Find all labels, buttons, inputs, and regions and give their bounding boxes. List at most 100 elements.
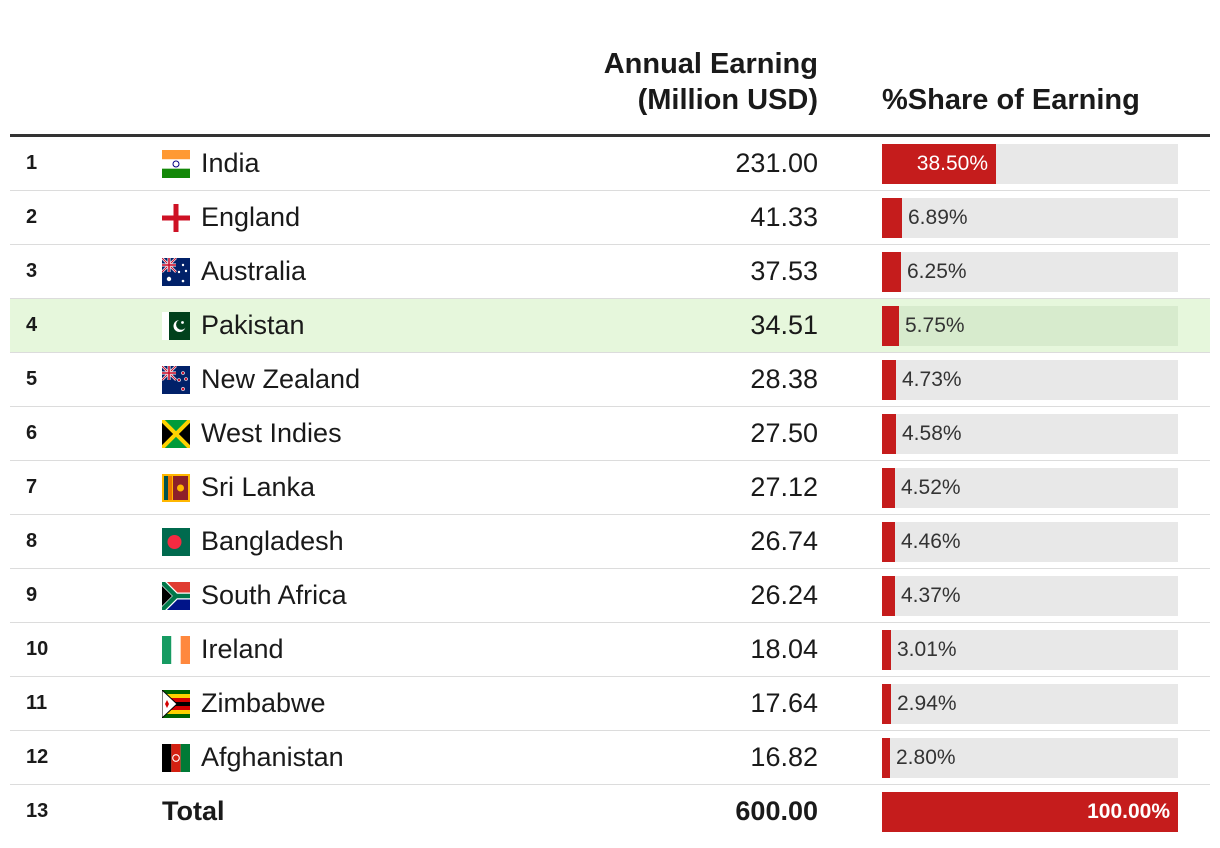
afghanistan-flag-icon: [162, 744, 190, 772]
annual-earning-value: 27.50: [750, 418, 818, 448]
west-indies-flag-icon: [162, 420, 190, 448]
annual-earning-value: 231.00: [735, 148, 818, 178]
annual-earning-value: 17.64: [750, 688, 818, 718]
share-bar: [882, 522, 895, 562]
annual-earning-value: 28.38: [750, 364, 818, 394]
annual-earning-value: 27.12: [750, 472, 818, 502]
table-row: 4 Pakistan 34.51 5.75%: [10, 299, 1210, 353]
share-bar-track: 4.73%: [882, 360, 1178, 400]
total-earning-value: 600.00: [735, 796, 818, 826]
share-label: 4.52%: [901, 476, 961, 499]
table-row: 8 Bangladesh 26.74 4.46%: [10, 515, 1210, 569]
table-row: 10 Ireland 18.04 3.01%: [10, 623, 1210, 677]
annual-earning-value: 18.04: [750, 634, 818, 664]
share-bar: [882, 738, 890, 778]
table-body: 1 India 231.00 38.50% 2 England 41.33 6.89% 3 Aus…: [10, 137, 1210, 838]
share-label: 4.73%: [902, 368, 962, 391]
country-name: India: [201, 148, 260, 178]
table-row: 11 Zimbabwe 17.64 2.94%: [10, 677, 1210, 731]
country-name: South Africa: [201, 580, 347, 610]
rank-cell: 8: [26, 530, 38, 552]
share-bar: [882, 684, 891, 724]
bangladesh-flag-icon: [162, 528, 190, 556]
share-bar: [882, 198, 902, 238]
share-bar-track: 2.94%: [882, 684, 1178, 724]
header-share-of-earning: %Share of Earning: [882, 84, 1140, 116]
total-share-bar: 100.00%: [882, 792, 1178, 832]
share-label: 4.46%: [901, 530, 961, 553]
rank-cell: 5: [26, 368, 38, 390]
header-divider: [10, 134, 1210, 137]
share-bar-track: 2.80%: [882, 738, 1178, 778]
share-bar-track: 4.52%: [882, 468, 1178, 508]
share-label: 2.94%: [897, 692, 957, 715]
share-label: 38.50%: [916, 152, 988, 175]
country-name: New Zealand: [201, 364, 361, 394]
share-bar-track: 4.37%: [882, 576, 1178, 616]
share-label: 6.25%: [907, 260, 967, 283]
rank-cell: 4: [26, 314, 38, 336]
rank-cell: 11: [26, 692, 48, 714]
rank-cell: 7: [26, 476, 38, 498]
country-name: Afghanistan: [201, 742, 344, 772]
country-name: Sri Lanka: [201, 472, 316, 502]
country-name: Bangladesh: [201, 526, 344, 556]
new-zealand-flag-icon: [162, 366, 190, 394]
share-label: 4.58%: [902, 422, 962, 445]
sri-lanka-flag-icon: [162, 474, 190, 502]
share-label: 2.80%: [896, 746, 956, 769]
share-bar-track: 4.58%: [882, 414, 1178, 454]
annual-earning-value: 37.53: [750, 256, 818, 286]
share-label: 4.37%: [901, 584, 961, 607]
table-row: 1 India 231.00 38.50%: [10, 137, 1210, 191]
total-share-label: 100.00%: [1087, 800, 1170, 823]
south-africa-flag-icon: [162, 582, 190, 610]
header-annual-earning-line1: Annual Earning: [603, 48, 818, 80]
rank-cell: 6: [26, 422, 38, 444]
annual-earning-value: 26.24: [750, 580, 818, 610]
country-name: Pakistan: [201, 310, 305, 340]
table-row: 5 New Zealand 28.38 4.73%: [10, 353, 1210, 407]
share-bar-track: 3.01%: [882, 630, 1178, 670]
country-name: England: [201, 202, 301, 232]
country-name: Australia: [201, 256, 307, 286]
share-label: 5.75%: [905, 314, 965, 337]
ireland-flag-icon: [162, 636, 190, 664]
share-bar: [882, 360, 896, 400]
zimbabwe-flag-icon: [162, 690, 190, 718]
share-bar: [882, 630, 891, 670]
annual-earning-value: 26.74: [750, 526, 818, 556]
england-flag-icon: [162, 204, 190, 232]
share-bar-track: 6.25%: [882, 252, 1178, 292]
total-row: 13 Total 600.00 100.00%: [10, 785, 1210, 838]
rank-cell: 2: [26, 206, 38, 228]
table-row: 2 England 41.33 6.89%: [10, 191, 1210, 245]
rank-cell: 10: [26, 638, 49, 660]
share-bar: [882, 468, 895, 508]
header-annual-earning: Annual Earning (Million USD): [560, 46, 818, 118]
rank-cell: 3: [26, 260, 38, 282]
total-label: Total: [162, 796, 225, 826]
australia-flag-icon: [162, 258, 190, 286]
pakistan-flag-icon: [162, 312, 190, 340]
india-flag-icon: [162, 150, 190, 178]
share-bar: [882, 306, 899, 346]
rank-cell: 9: [26, 584, 38, 606]
rank-cell: 12: [26, 746, 49, 768]
annual-earning-value: 34.51: [750, 310, 818, 340]
table-row: 7 Sri Lanka 27.12 4.52%: [10, 461, 1210, 515]
share-label: 3.01%: [897, 638, 957, 661]
share-bar-track: 38.50%: [882, 144, 1178, 184]
share-bar-track: 6.89%: [882, 198, 1178, 238]
table-row: 6 West Indies 27.50 4.58%: [10, 407, 1210, 461]
country-name: Zimbabwe: [201, 688, 326, 718]
rank-cell: 1: [26, 152, 38, 174]
table-row: 12 Afghanistan 16.82 2.80%: [10, 731, 1210, 785]
header-annual-earning-line2: (Million USD): [637, 84, 818, 116]
share-label: 6.89%: [908, 206, 968, 229]
share-bar: [882, 576, 895, 616]
table-row: 3 Australia 37.53 6.25%: [10, 245, 1210, 299]
annual-earning-value: 16.82: [750, 742, 818, 772]
share-bar-track: 4.46%: [882, 522, 1178, 562]
